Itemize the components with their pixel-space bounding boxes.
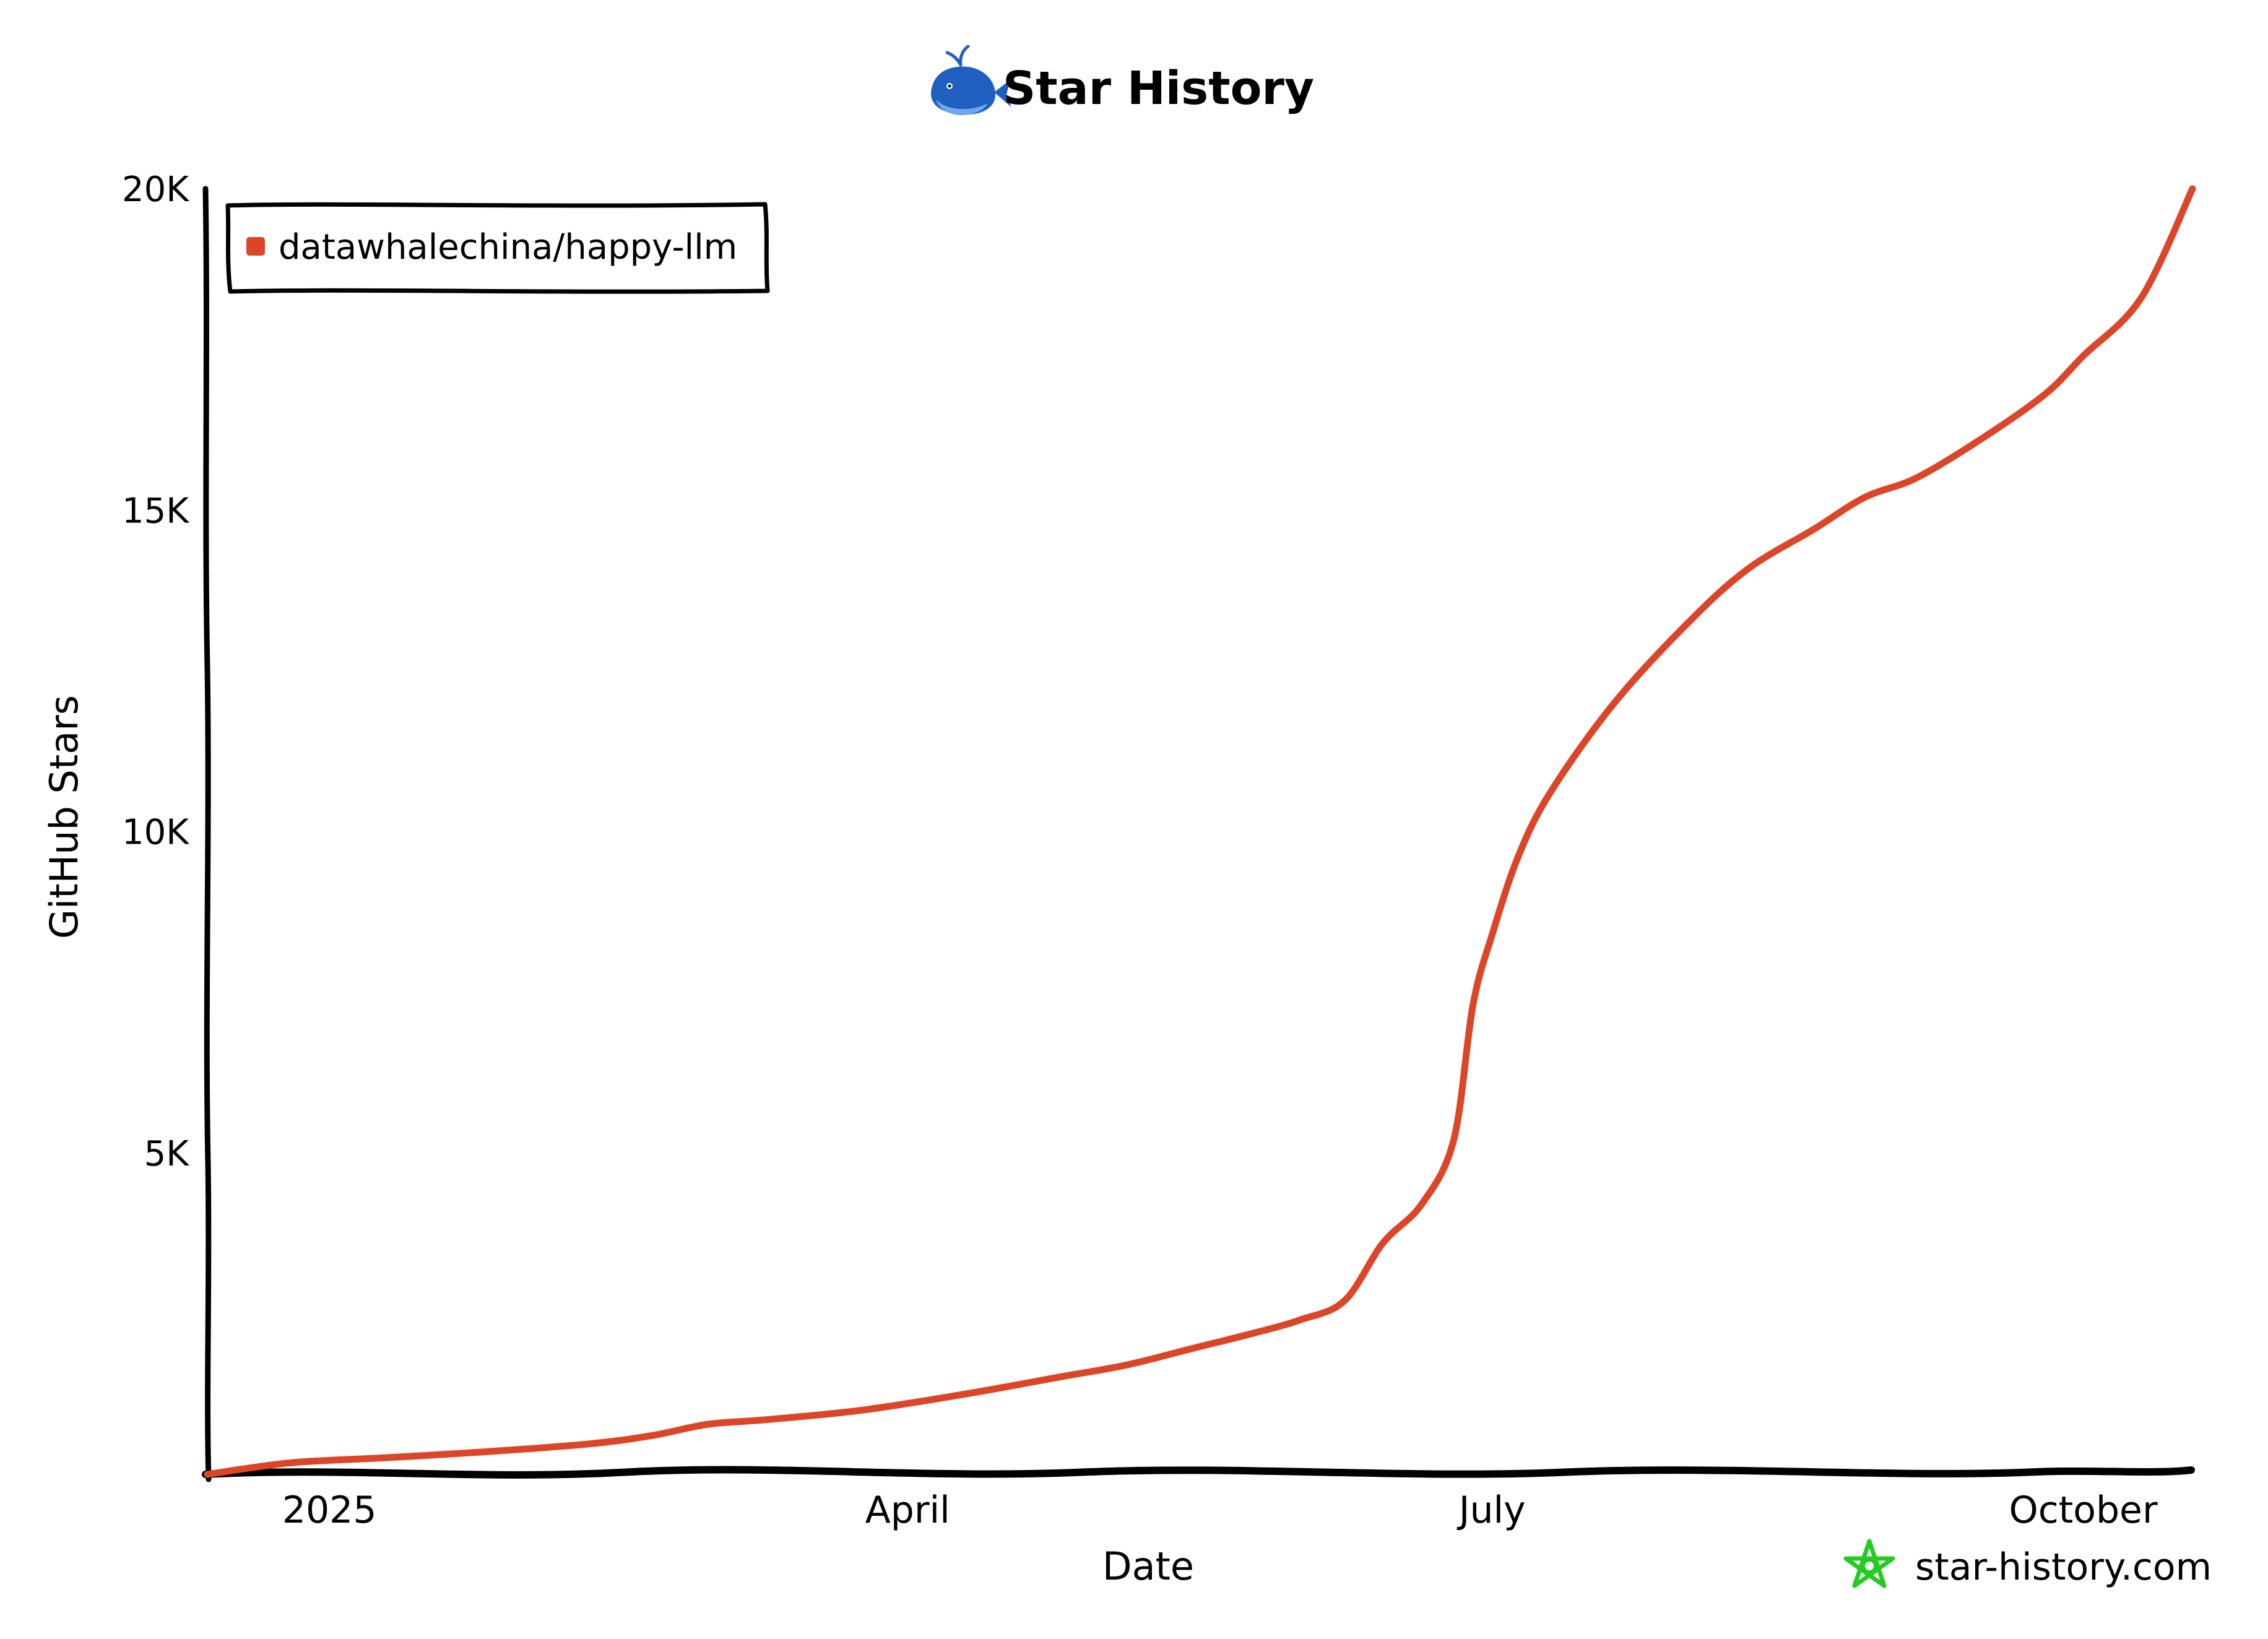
x-axis-line [202, 1466, 2195, 1479]
x-axis [202, 1466, 2195, 1479]
chart-title: Star History [1003, 62, 1314, 115]
legend-box [225, 202, 770, 294]
watermark-text: star-history.com [1915, 1546, 2212, 1589]
series-line [204, 185, 2196, 1478]
y-tick-labels: 5K 10K 15K 20K [122, 170, 189, 1174]
x-axis-title: Date [1102, 1544, 1194, 1589]
x-tick-label: July [1456, 1489, 1526, 1532]
watermark: star-history.com [1843, 1539, 2212, 1589]
y-axis-title: GitHub Stars [41, 695, 87, 939]
legend-label: datawhalechina/happy-llm [279, 227, 737, 267]
legend-swatch [246, 237, 265, 256]
y-axis-line [202, 186, 212, 1482]
x-tick-label: 2025 [282, 1489, 377, 1532]
y-tick-label: 10K [122, 813, 189, 853]
star-history-logo-icon [1843, 1539, 1895, 1588]
x-tick-label: April [865, 1489, 950, 1532]
x-tick-labels: 2025 April July October [282, 1489, 2158, 1532]
whale-icon [931, 45, 1011, 116]
x-tick-label: October [2009, 1489, 2158, 1532]
y-axis [202, 186, 212, 1482]
legend: datawhalechina/happy-llm [225, 202, 770, 294]
y-tick-label: 20K [122, 170, 189, 210]
y-tick-label: 5K [144, 1134, 190, 1174]
chart-title-group: Star History [931, 45, 1314, 116]
y-tick-label: 15K [122, 491, 189, 531]
